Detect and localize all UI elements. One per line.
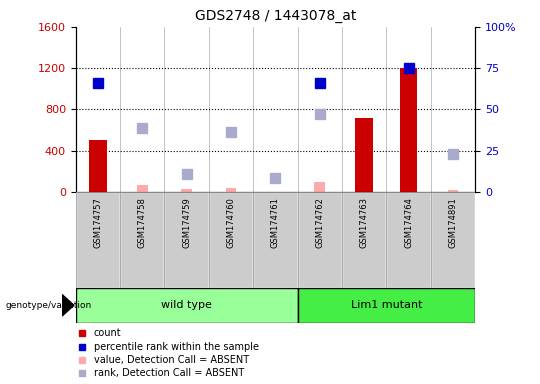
Bar <box>314 182 325 192</box>
Bar <box>137 185 147 192</box>
Bar <box>400 68 417 192</box>
Bar <box>164 192 209 288</box>
Bar <box>226 188 237 192</box>
Text: count: count <box>93 328 121 338</box>
Text: percentile rank within the sample: percentile rank within the sample <box>93 341 259 352</box>
Bar <box>209 192 253 288</box>
Bar <box>431 192 475 288</box>
Bar <box>387 192 431 288</box>
Title: GDS2748 / 1443078_at: GDS2748 / 1443078_at <box>195 9 356 23</box>
Bar <box>253 192 298 288</box>
Bar <box>76 288 298 323</box>
Text: GSM174764: GSM174764 <box>404 197 413 248</box>
Text: wild type: wild type <box>161 300 212 310</box>
Polygon shape <box>62 295 74 316</box>
Text: GSM174758: GSM174758 <box>138 197 147 248</box>
Text: GSM174759: GSM174759 <box>182 197 191 248</box>
Text: GSM174762: GSM174762 <box>315 197 325 248</box>
Bar <box>342 192 387 288</box>
Text: GSM174757: GSM174757 <box>93 197 102 248</box>
Text: Lim1 mutant: Lim1 mutant <box>350 300 422 310</box>
Bar <box>298 192 342 288</box>
Bar <box>120 192 164 288</box>
Text: GSM174891: GSM174891 <box>449 197 457 248</box>
Text: rank, Detection Call = ABSENT: rank, Detection Call = ABSENT <box>93 368 244 379</box>
Text: GSM174763: GSM174763 <box>360 197 369 248</box>
Bar <box>76 192 120 288</box>
Text: GSM174760: GSM174760 <box>226 197 235 248</box>
Bar <box>355 118 373 192</box>
Bar <box>298 288 475 323</box>
Bar <box>181 189 192 192</box>
Text: value, Detection Call = ABSENT: value, Detection Call = ABSENT <box>93 355 249 365</box>
Bar <box>89 141 107 192</box>
Text: GSM174761: GSM174761 <box>271 197 280 248</box>
Bar <box>448 190 458 192</box>
Text: genotype/variation: genotype/variation <box>5 301 92 310</box>
